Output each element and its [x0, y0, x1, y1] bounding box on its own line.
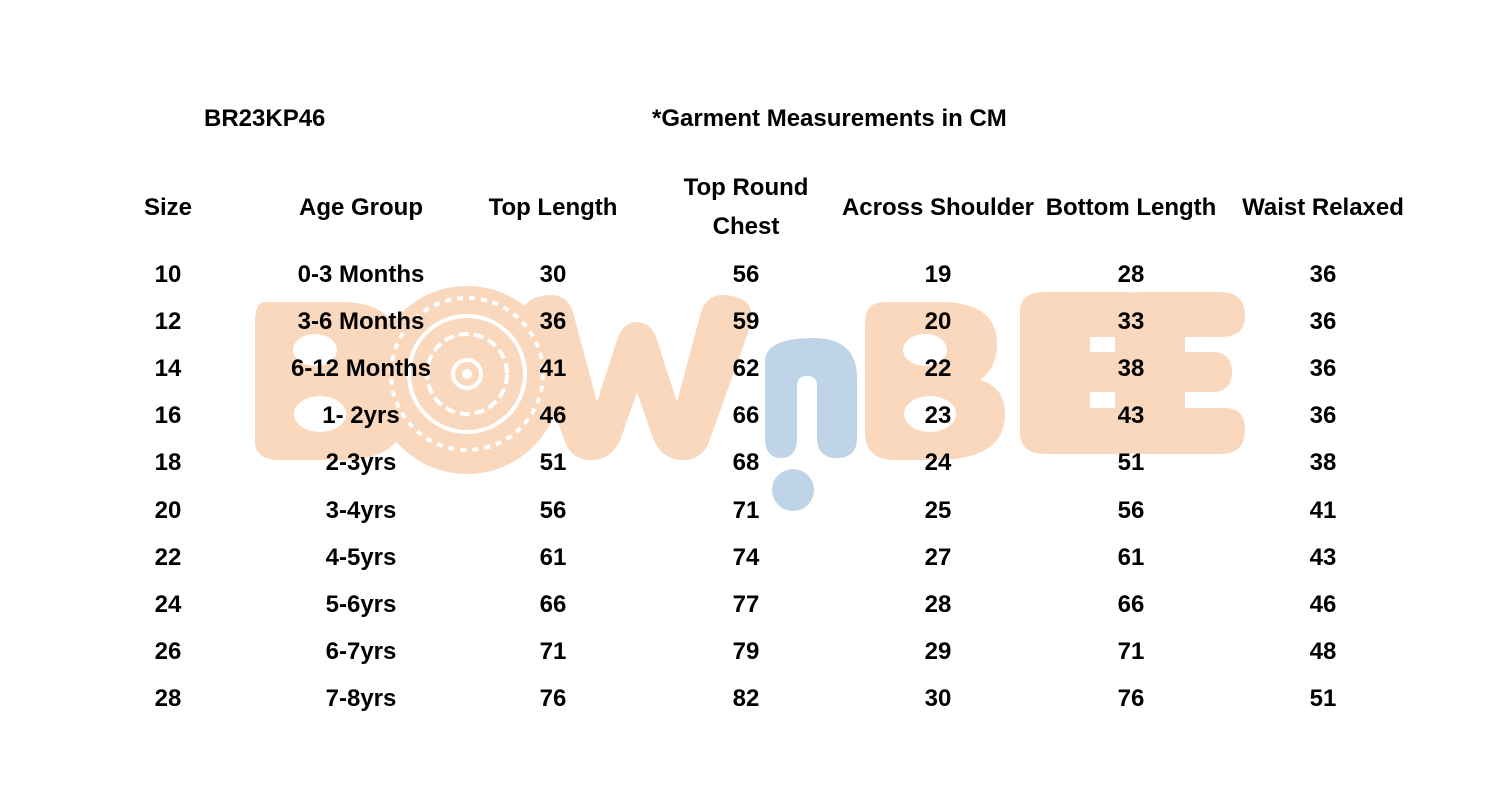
cell-top-length: 51	[539, 449, 567, 477]
cell-across-shoulder: 30	[924, 684, 952, 712]
cell-size: 18	[154, 449, 182, 477]
cell-across-shoulder: 20	[924, 308, 952, 336]
cell-bottom-length: 71	[1117, 637, 1145, 665]
cell-across-shoulder: 28	[924, 590, 952, 618]
cell-top-round-chest: 82	[732, 684, 760, 712]
header-bottom-length: Bottom Length	[1045, 193, 1217, 221]
header-top-round-chest: Top Round Chest	[683, 174, 809, 240]
cell-bottom-length: 61	[1117, 543, 1145, 571]
cell-waist-relaxed: 36	[1309, 308, 1337, 336]
cell-waist-relaxed: 36	[1309, 402, 1337, 430]
cell-bottom-length: 33	[1117, 308, 1145, 336]
cell-age-group: 5-6yrs	[325, 590, 397, 618]
cell-top-length: 66	[539, 590, 567, 618]
cell-waist-relaxed: 43	[1309, 543, 1337, 571]
header-across-shoulder: Across Shoulder	[841, 193, 1035, 221]
cell-waist-relaxed: 36	[1309, 355, 1337, 383]
cell-age-group: 6-7yrs	[325, 637, 397, 665]
style-code: BR23KP46	[204, 105, 326, 132]
cell-top-round-chest: 62	[732, 355, 760, 383]
cell-size: 24	[154, 590, 182, 618]
cell-age-group: 2-3yrs	[325, 449, 397, 477]
cell-top-length: 36	[539, 308, 567, 336]
cell-top-round-chest: 77	[732, 590, 760, 618]
cell-bottom-length: 38	[1117, 355, 1145, 383]
cell-waist-relaxed: 36	[1309, 261, 1337, 288]
cell-waist-relaxed: 46	[1309, 590, 1337, 618]
header-age-group: Age Group	[299, 193, 423, 221]
cell-age-group: 1- 2yrs	[322, 402, 400, 430]
cell-waist-relaxed: 51	[1309, 684, 1337, 712]
cell-top-length: 56	[539, 496, 567, 524]
cell-bottom-length: 28	[1117, 261, 1145, 288]
cell-size: 20	[154, 496, 182, 524]
cell-top-round-chest: 68	[732, 449, 760, 477]
cell-waist-relaxed: 41	[1309, 496, 1337, 524]
cell-age-group: 3-4yrs	[325, 496, 397, 524]
header-size: Size	[143, 193, 193, 221]
cell-top-round-chest: 71	[732, 496, 760, 524]
cell-across-shoulder: 27	[924, 543, 952, 571]
cell-across-shoulder: 29	[924, 637, 952, 665]
cell-bottom-length: 66	[1117, 590, 1145, 618]
cell-top-length: 41	[539, 355, 567, 383]
bownbee-watermark-logo	[255, 286, 1245, 511]
cell-age-group: 7-8yrs	[325, 684, 397, 712]
cell-top-round-chest: 74	[732, 543, 760, 571]
cell-size: 16	[154, 402, 182, 430]
cell-size: 28	[154, 684, 182, 712]
cell-waist-relaxed: 48	[1309, 637, 1337, 665]
cell-top-round-chest: 79	[732, 637, 760, 665]
cell-waist-relaxed: 38	[1309, 449, 1337, 477]
cell-age-group: 4-5yrs	[325, 543, 397, 571]
cell-top-length: 76	[539, 684, 567, 712]
cell-size: 26	[154, 637, 182, 665]
cell-age-group: 0-3 Months	[297, 261, 425, 288]
cell-across-shoulder: 24	[924, 449, 952, 477]
cell-top-round-chest: 56	[732, 261, 760, 288]
cell-top-length: 46	[539, 402, 567, 430]
cell-bottom-length: 76	[1117, 684, 1145, 712]
cell-top-length: 30	[539, 261, 567, 288]
cell-size: 12	[154, 308, 182, 336]
cell-bottom-length: 51	[1117, 449, 1145, 477]
header-top-length: Top Length	[488, 193, 618, 221]
cell-age-group: 6-12 Months	[290, 355, 431, 383]
cell-size: 14	[154, 355, 182, 383]
cell-top-round-chest: 59	[732, 308, 760, 336]
cell-top-round-chest: 66	[732, 402, 760, 430]
cell-across-shoulder: 23	[924, 402, 952, 430]
cell-size: 10	[154, 261, 182, 288]
cell-top-length: 71	[539, 637, 567, 665]
cell-across-shoulder: 19	[924, 261, 952, 288]
cell-across-shoulder: 25	[924, 496, 952, 524]
cell-size: 22	[154, 543, 182, 571]
cell-bottom-length: 56	[1117, 496, 1145, 524]
cell-across-shoulder: 22	[924, 355, 952, 383]
cell-bottom-length: 43	[1117, 402, 1145, 430]
cell-top-length: 61	[539, 543, 567, 571]
cell-age-group: 3-6 Months	[297, 308, 425, 336]
measurement-note: *Garment Measurements in CM	[652, 105, 1007, 132]
header-waist-relaxed: Waist Relaxed	[1242, 193, 1404, 221]
